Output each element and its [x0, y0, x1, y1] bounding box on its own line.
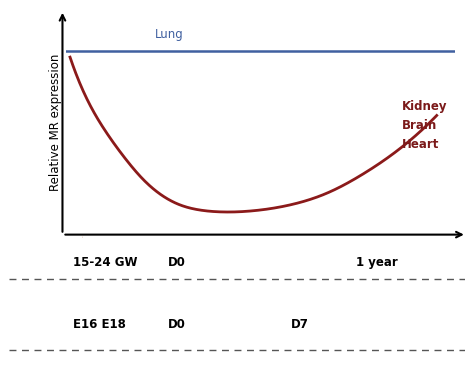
Text: E16 E18: E16 E18 [73, 318, 126, 331]
Text: 15-24 GW: 15-24 GW [73, 257, 137, 269]
Text: 1 year: 1 year [356, 257, 398, 269]
Text: Lung: Lung [155, 28, 183, 41]
Text: D0: D0 [168, 318, 186, 331]
Text: D7: D7 [291, 318, 309, 331]
Y-axis label: Relative MR expression: Relative MR expression [49, 54, 62, 191]
Text: D0: D0 [168, 257, 186, 269]
Text: Kidney
Brain
Heart: Kidney Brain Heart [402, 100, 447, 151]
